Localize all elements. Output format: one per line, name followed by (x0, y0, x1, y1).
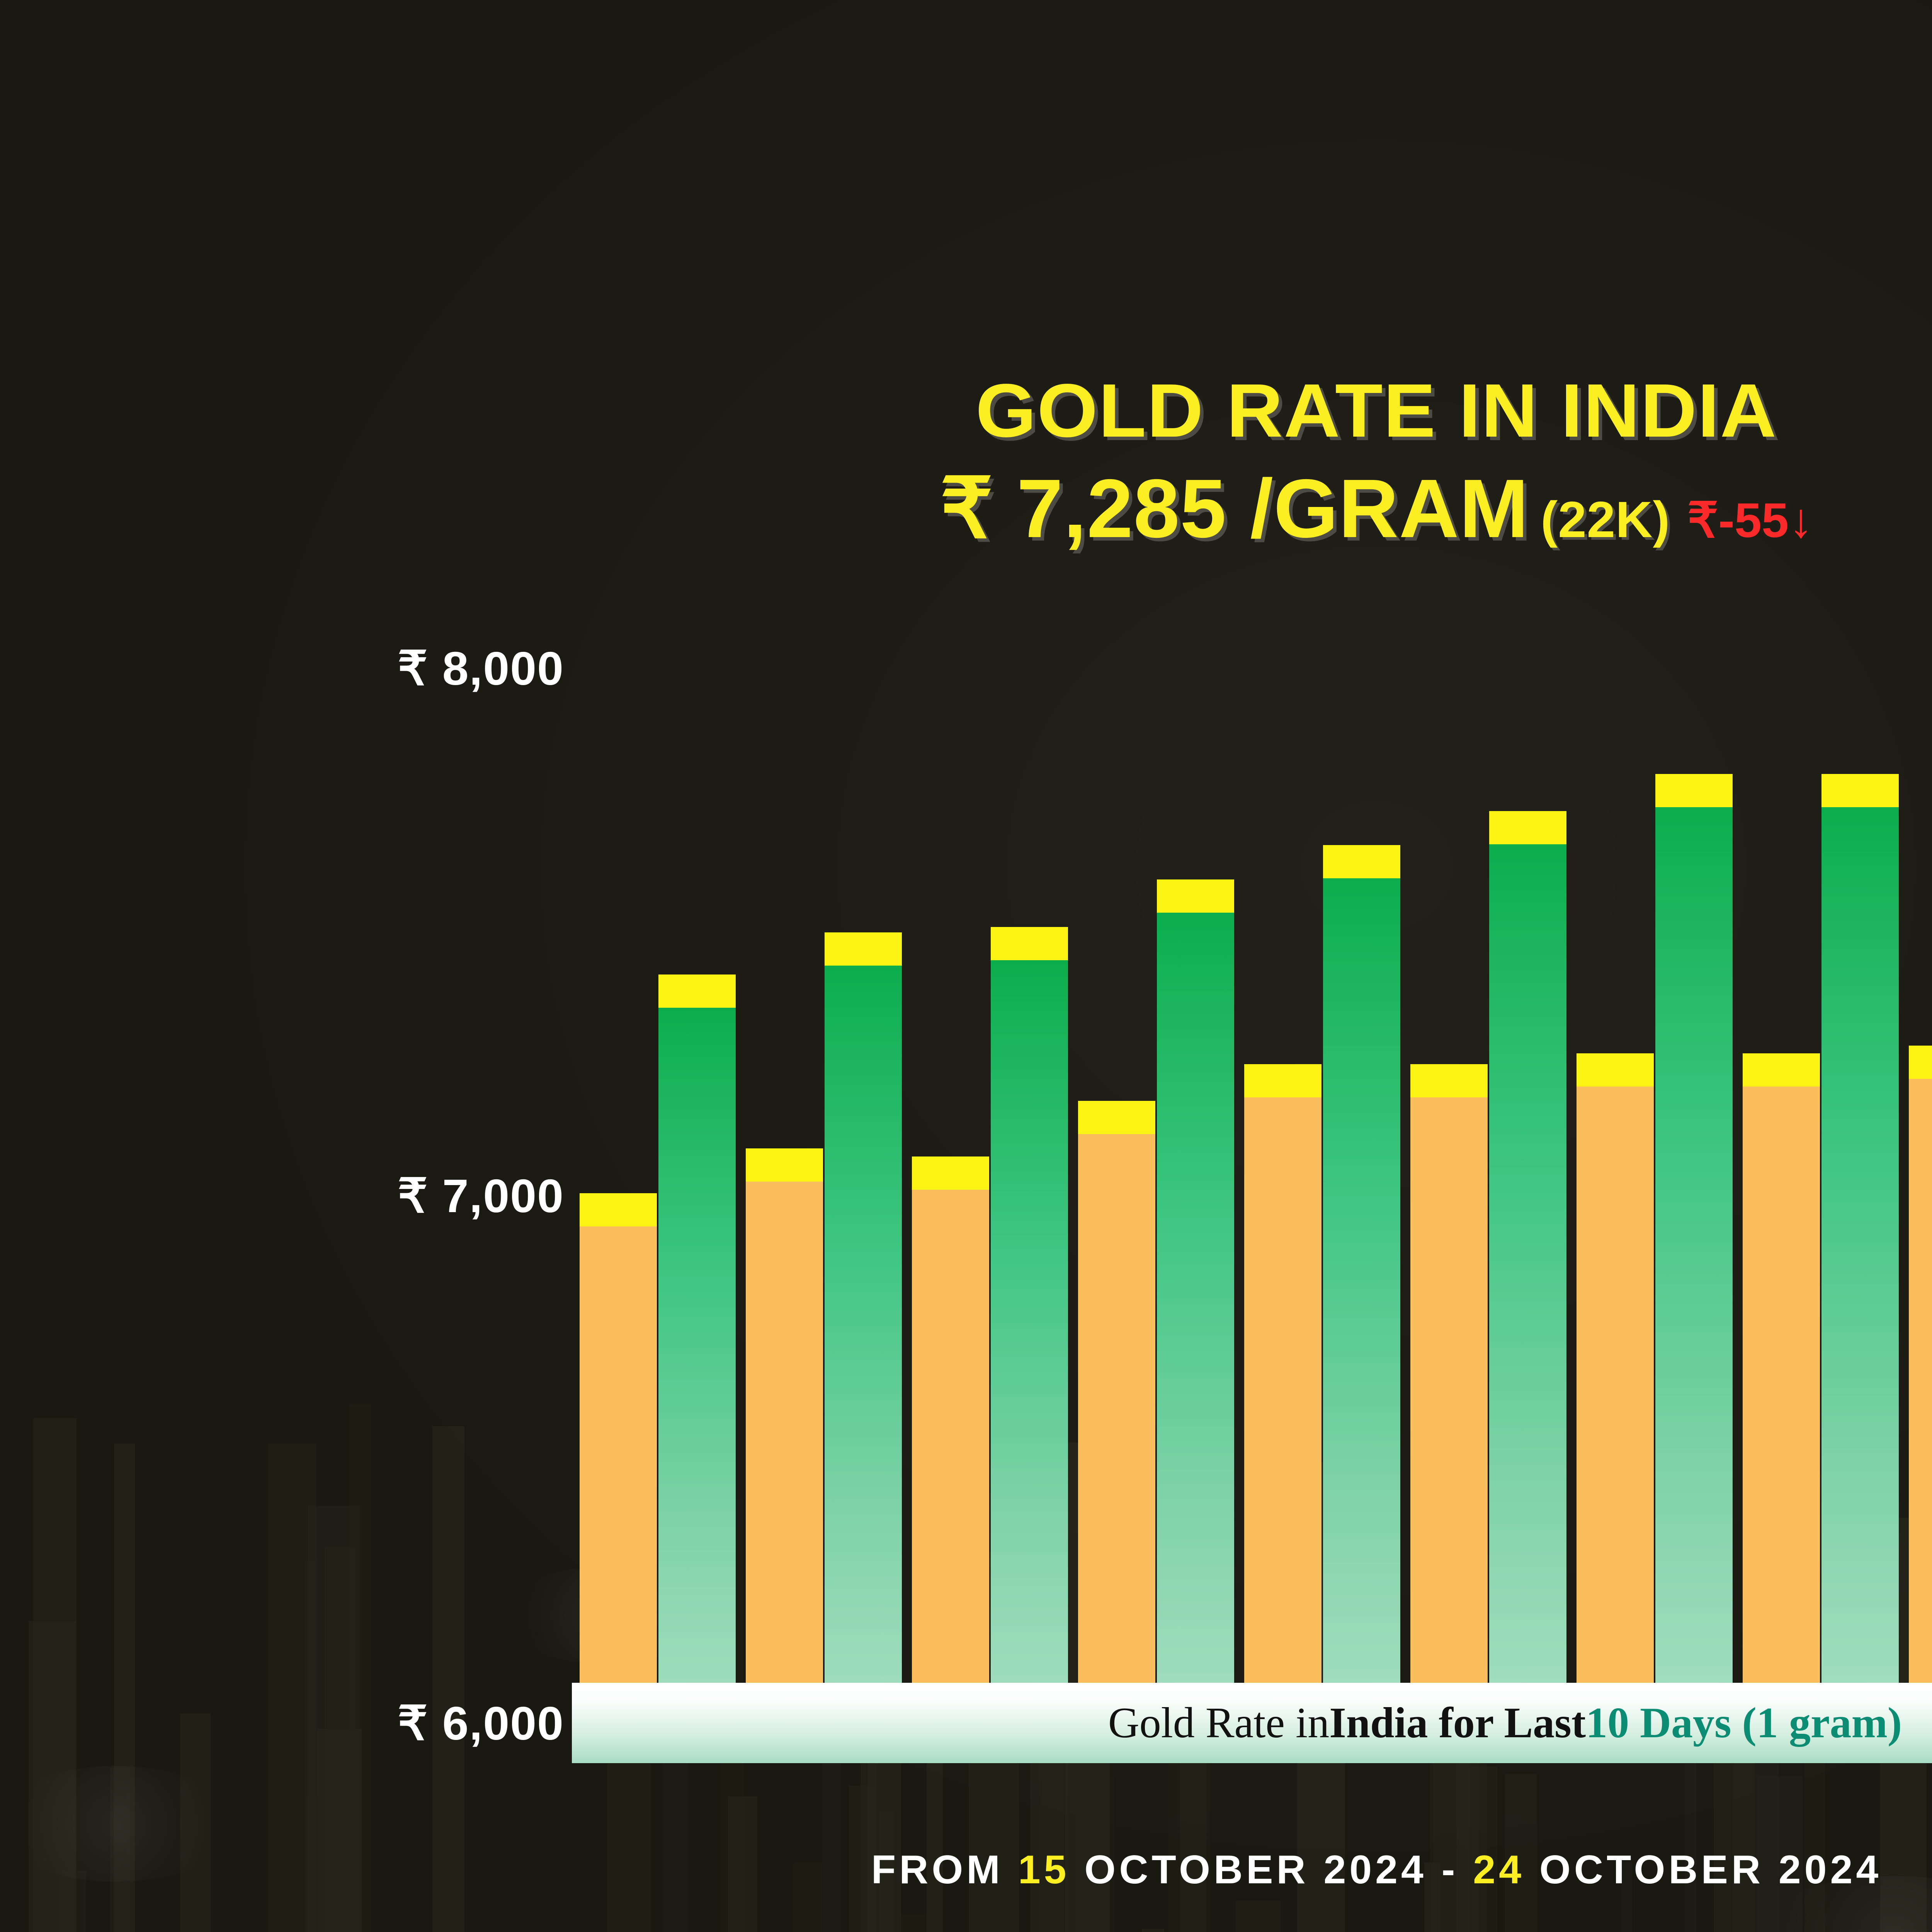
bar-body (1655, 807, 1733, 1723)
price-change-badge: ₹-55↓ (1687, 493, 1813, 548)
bar-24k-day-6[interactable] (1489, 811, 1566, 1723)
bar-body (1743, 1087, 1820, 1723)
footer-from-word: FROM (871, 1847, 1018, 1892)
bar-cap (746, 1148, 823, 1182)
bar-22k-day-4[interactable] (1078, 1101, 1155, 1723)
headline-block: GOLD RATE IN INDIA ₹ 7,285 /GRAM (22K) ₹… (0, 371, 1932, 557)
bar-22k-day-3[interactable] (912, 1156, 989, 1723)
bar-22k-day-9[interactable] (1909, 1045, 1932, 1723)
bar-body (1909, 1078, 1932, 1723)
bar-cap (991, 927, 1068, 960)
bar-22k-day-8[interactable] (1743, 1053, 1820, 1723)
bar-24k-day-1[interactable] (658, 974, 736, 1723)
background-candle (180, 1713, 211, 1932)
bar-body (825, 965, 902, 1723)
bar-22k-day-2[interactable] (746, 1148, 823, 1723)
chart-caption-bar: Gold Rate in India for Last 10 Days (1 g… (572, 1683, 1932, 1763)
bar-body (580, 1226, 657, 1723)
bar-22k-day-5[interactable] (1244, 1064, 1321, 1723)
price-line: ₹ 7,285 /GRAM (22K) ₹-55↓ (0, 460, 1932, 557)
background-candle (268, 1443, 316, 1932)
bar-22k-day-1[interactable] (580, 1193, 657, 1723)
y-axis-tick-label: ₹ 6,000 (398, 1697, 564, 1750)
background-candle (728, 1796, 757, 1932)
background-candle (1424, 1862, 1440, 1932)
bar-cap (1157, 879, 1234, 913)
background-candle (1467, 1767, 1497, 1932)
background-candle (1141, 1929, 1164, 1932)
bar-cap (1821, 774, 1899, 807)
background-candle (607, 1731, 651, 1932)
background-candle (432, 1426, 465, 1932)
bar-cap (1410, 1064, 1488, 1097)
bar-body (1821, 807, 1899, 1723)
bar-24k-day-3[interactable] (991, 927, 1068, 1723)
caption-part-2: India for Last (1329, 1699, 1586, 1747)
bar-body (991, 960, 1068, 1723)
bar-body (1157, 913, 1234, 1723)
current-price: ₹ 7,285 /GRAM (940, 461, 1529, 555)
background-candle (792, 1863, 822, 1932)
footer-start-rest: OCTOBER 2024 - (1070, 1847, 1473, 1892)
bar-cap (1577, 1053, 1654, 1087)
bar-body (1410, 1097, 1488, 1723)
y-axis: ₹ 8,000 ₹ 7,000 ₹ 6,000 (270, 0, 564, 1932)
bar-cap (1323, 845, 1400, 879)
bar-body (912, 1189, 989, 1723)
bar-22k-day-6[interactable] (1410, 1064, 1488, 1723)
background-candle (1505, 1773, 1537, 1932)
bar-body (746, 1182, 823, 1723)
bar-22k-day-7[interactable] (1577, 1053, 1654, 1723)
footer-end-day: 24 (1473, 1847, 1525, 1892)
background-candle (1757, 1776, 1803, 1932)
bar-24k-day-5[interactable] (1323, 845, 1400, 1723)
background-candle (114, 1444, 135, 1932)
background-candle (879, 1811, 895, 1932)
bar-body (1078, 1134, 1155, 1723)
background-candle (305, 1560, 318, 1932)
plot-area (580, 668, 1932, 1723)
background-candle (1621, 1862, 1633, 1932)
bar-cap (580, 1193, 657, 1227)
bar-cap (658, 974, 736, 1008)
bar-cap (1909, 1045, 1932, 1079)
bar-body (1244, 1097, 1321, 1723)
bar-24k-day-8[interactable] (1821, 774, 1899, 1723)
background-candle (1236, 1901, 1281, 1932)
bar-body (1489, 844, 1566, 1723)
footer-end-rest: OCTOBER 2024 (1524, 1847, 1882, 1892)
y-axis-tick-label: ₹ 8,000 (398, 642, 564, 695)
footer-start-day: 15 (1018, 1847, 1070, 1892)
bar-cap (912, 1156, 989, 1190)
price-purity: (22K) (1541, 491, 1670, 548)
background-glow (0, 1766, 236, 1882)
caption-part-3: 10 Days (1 gram) (1586, 1699, 1902, 1747)
bar-cap (1078, 1101, 1155, 1134)
background-candle (29, 1621, 76, 1932)
bar-cap (1743, 1053, 1820, 1087)
date-range-footer: FROM 15 OCTOBER 2024 - 24 OCTOBER 2024 (0, 1847, 1932, 1893)
bar-cap (1244, 1064, 1321, 1097)
bar-cap (1489, 811, 1566, 844)
background-candle (1074, 1777, 1114, 1932)
bar-24k-day-2[interactable] (825, 932, 902, 1723)
background-candle (58, 1871, 86, 1932)
bar-cap (825, 932, 902, 966)
background-candle (317, 1728, 362, 1932)
background-candle (860, 1755, 878, 1932)
page-title: GOLD RATE IN INDIA (976, 368, 1777, 453)
bar-body (658, 1007, 736, 1723)
bar-24k-day-4[interactable] (1157, 879, 1234, 1723)
bar-cap (1655, 774, 1733, 807)
y-axis-tick-label: ₹ 7,000 (398, 1170, 564, 1222)
bar-body (1323, 878, 1400, 1723)
bar-body (1577, 1087, 1654, 1723)
caption-part-1: Gold Rate in (1108, 1699, 1330, 1747)
bar-24k-day-7[interactable] (1655, 774, 1733, 1723)
